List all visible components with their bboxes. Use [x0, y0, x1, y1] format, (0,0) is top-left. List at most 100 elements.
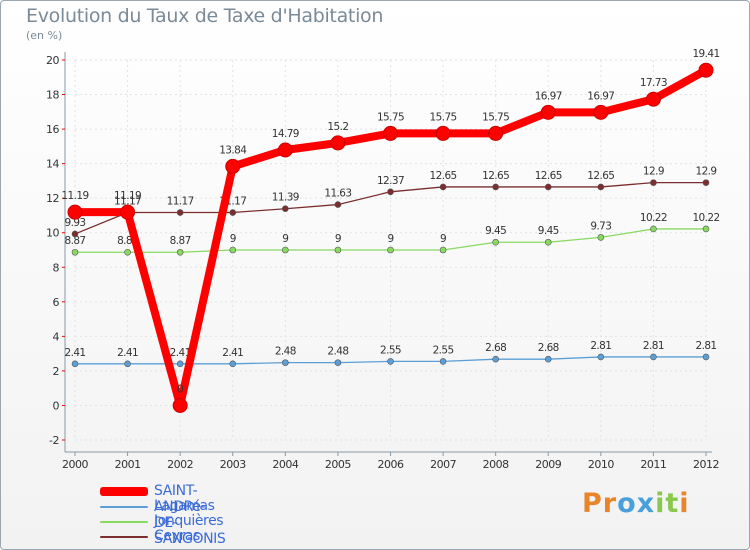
y-tick-label-5: 8 — [53, 261, 60, 274]
series-point-saint-andr-de-sangonis-1 — [120, 204, 136, 220]
series-point-ceyras-0 — [71, 230, 79, 238]
data-label-saint-andr-de-sangonis-1: 11.19 — [114, 190, 141, 202]
series-point-jonqui-res-1 — [124, 248, 131, 256]
y-tick-label-2: 2 — [53, 365, 60, 378]
data-label-ceyras-6: 12.37 — [377, 175, 404, 187]
data-label-lagamas-7: 2.55 — [433, 344, 454, 356]
series-point-ceyras-11 — [650, 179, 657, 186]
series-point-jonqui-res-2 — [176, 248, 184, 256]
series-point-saint-andr-de-sangonis-5 — [330, 135, 346, 151]
data-label-saint-andr-de-sangonis-7: 15.75 — [430, 111, 457, 123]
legend-label-ceyras: Ceyras — [154, 528, 200, 544]
y-axis-unit: (en %) — [26, 29, 63, 42]
series-point-lagamas-0 — [71, 360, 79, 368]
data-label-ceyras-0: 9.93 — [65, 217, 86, 229]
data-label-saint-andr-de-sangonis-5: 15.2 — [327, 121, 348, 133]
x-tick-label-0: 2000 — [62, 458, 88, 471]
data-label-jonqui-res-4: 9 — [282, 233, 288, 245]
x-tick-label-10: 2010 — [588, 458, 614, 471]
series-point-ceyras-9 — [544, 183, 552, 191]
logo-letter-3: x — [636, 488, 656, 519]
data-label-saint-andr-de-sangonis-12: 19.41 — [692, 48, 719, 60]
series-point-jonqui-res-9 — [544, 238, 552, 246]
series-point-lagamas-9 — [544, 355, 552, 363]
data-label-ceyras-1: 11.17 — [114, 196, 141, 208]
y-tick-label-1: 0 — [53, 399, 60, 412]
y-tick-label-8: 14 — [46, 158, 59, 171]
x-tick-label-4: 2004 — [272, 458, 298, 471]
series-point-lagamas-8 — [492, 355, 499, 363]
series-point-jonqui-res-10 — [597, 234, 605, 241]
series-point-lagamas-5 — [334, 359, 342, 366]
series-point-saint-andr-de-sangonis-12 — [698, 62, 714, 78]
series-point-ceyras-4 — [282, 205, 289, 213]
data-label-lagamas-9: 2.68 — [538, 342, 559, 354]
series-point-lagamas-4 — [282, 359, 289, 366]
data-label-ceyras-9: 12.65 — [535, 170, 562, 182]
x-tick-label-11: 2011 — [640, 458, 666, 471]
data-label-jonqui-res-5: 9 — [335, 233, 341, 245]
data-label-saint-andr-de-sangonis-6: 15.75 — [377, 111, 404, 123]
series-point-saint-andr-de-sangonis-9 — [540, 104, 556, 120]
series-point-lagamas-6 — [387, 358, 394, 365]
series-point-ceyras-2 — [176, 209, 184, 216]
series-point-saint-andr-de-sangonis-4 — [277, 142, 293, 158]
data-label-lagamas-11: 2.81 — [643, 340, 664, 352]
data-label-lagamas-2: 2.41 — [170, 347, 191, 359]
data-label-jonqui-res-2: 8.87 — [170, 235, 191, 247]
logo-letter-5: t — [665, 488, 680, 519]
series-point-ceyras-3 — [229, 209, 237, 216]
series-point-ceyras-12 — [702, 179, 710, 186]
logo-letter-6: i — [679, 488, 690, 519]
x-tick-label-7: 2007 — [430, 458, 456, 471]
data-label-ceyras-11: 12.9 — [643, 166, 664, 178]
legend-label-saint-andre: SAINT-ANDRé-DE-SANGONIS — [154, 483, 226, 547]
series-point-jonqui-res-0 — [71, 248, 79, 256]
data-label-lagamas-10: 2.81 — [590, 340, 611, 352]
series-point-saint-andr-de-sangonis-10 — [593, 104, 609, 120]
series-point-jonqui-res-3 — [229, 246, 237, 254]
data-label-saint-andr-de-sangonis-3: 13.84 — [219, 144, 247, 156]
data-label-lagamas-4: 2.48 — [275, 346, 296, 358]
legend-swatch-lagamas — [100, 506, 148, 508]
logo-letter-4: i — [655, 488, 666, 519]
chart-title: Evolution du Taux de Taxe d'Habitation — [26, 5, 384, 27]
series-point-jonqui-res-11 — [650, 225, 657, 233]
y-tick-label-7: 12 — [46, 192, 59, 205]
series-point-lagamas-10 — [597, 353, 605, 361]
series-point-saint-andr-de-sangonis-2 — [172, 397, 188, 413]
legend-swatch-saint-andre — [100, 487, 148, 496]
series-point-lagamas-3 — [229, 360, 237, 368]
data-label-jonqui-res-0: 8.87 — [65, 235, 86, 247]
data-label-saint-andr-de-sangonis-4: 14.79 — [272, 128, 299, 140]
series-point-saint-andr-de-sangonis-11 — [645, 91, 661, 107]
x-tick-label-1: 2001 — [115, 458, 141, 471]
logo-letter-1: r — [602, 488, 618, 519]
series-point-saint-andr-de-sangonis-3 — [225, 158, 241, 174]
logo-letter-2: o — [617, 488, 637, 519]
series-point-lagamas-2 — [176, 360, 184, 368]
series-point-saint-andr-de-sangonis-7 — [435, 125, 451, 141]
series-point-ceyras-6 — [387, 188, 394, 196]
data-label-ceyras-2: 11.17 — [167, 196, 194, 208]
y-tick-label-11: 20 — [46, 54, 59, 67]
x-tick-label-9: 2009 — [535, 458, 561, 471]
data-label-saint-andr-de-sangonis-9: 16.97 — [535, 90, 562, 102]
x-tick-label-2: 2002 — [167, 458, 193, 471]
data-label-jonqui-res-11: 10.22 — [640, 212, 667, 224]
logo-letter-0: P — [582, 488, 603, 519]
proxiti-logo: Proxiti — [582, 488, 690, 519]
data-label-saint-andr-de-sangonis-11: 17.73 — [640, 77, 667, 89]
series-point-saint-andr-de-sangonis-6 — [383, 125, 398, 141]
x-tick-label-6: 2006 — [378, 458, 404, 471]
data-label-ceyras-7: 12.65 — [430, 170, 457, 182]
y-tick-label-0: -2 — [49, 434, 59, 447]
data-label-lagamas-12: 2.81 — [696, 340, 717, 352]
series-point-jonqui-res-7 — [439, 246, 447, 254]
x-tick-label-12: 2012 — [693, 458, 719, 471]
legend-label-lagamas: Lagamas — [154, 498, 215, 514]
series-point-jonqui-res-8 — [492, 238, 499, 246]
legend-swatch-ceyras — [100, 536, 148, 538]
y-tick-label-3: 4 — [53, 330, 60, 343]
